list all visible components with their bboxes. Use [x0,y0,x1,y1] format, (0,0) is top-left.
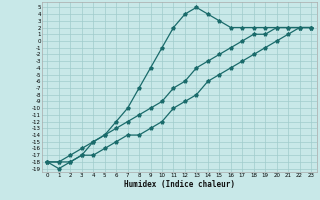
X-axis label: Humidex (Indice chaleur): Humidex (Indice chaleur) [124,180,235,189]
